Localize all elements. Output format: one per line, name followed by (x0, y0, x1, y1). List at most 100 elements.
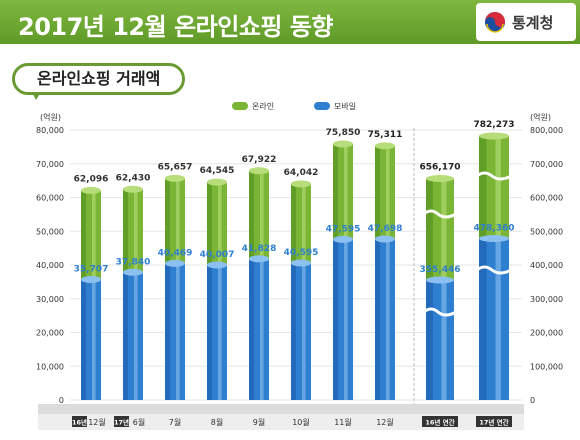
x-tick-label: 12월 (88, 417, 106, 427)
y-right-tick-label: 700,000 (530, 160, 563, 169)
x-tick-label: 10월 (292, 417, 310, 427)
online-bar-cap (333, 140, 353, 148)
mobile-bar-cap (291, 259, 311, 267)
mobile-bar-shade (249, 258, 254, 400)
legend-label: 모바일 (334, 101, 356, 111)
mobile-bar-highlight (218, 264, 222, 400)
x-year-tag (476, 416, 512, 427)
title-main: 온라인쇼핑 동향 (174, 13, 333, 41)
axis-label-band (38, 414, 524, 430)
legend: 온라인 모바일 (232, 101, 356, 111)
mobile-bar-shade (479, 238, 487, 400)
x-year-tag-label: 16년 (72, 418, 87, 427)
mobile-value-label: 35,707 (74, 264, 109, 274)
mobile-bar (375, 235, 395, 400)
online-value-label: 75,850 (326, 128, 361, 138)
y-right-tick-label: 0 (530, 396, 535, 405)
mobile-value-label: 40,469 (158, 248, 193, 258)
mobile-bar-highlight (495, 238, 501, 400)
online-value-label: 782,273 (474, 120, 515, 130)
online-bar-cap (375, 142, 395, 150)
mobile-bar-cap (333, 235, 353, 243)
page-title: 2017년 12월 온라인쇼핑 동향 (18, 7, 333, 42)
mobile-value-label: 40,595 (284, 248, 319, 258)
mobile-bar-cap (207, 261, 227, 269)
taegeuk-emblem-icon (485, 12, 505, 33)
online-value-label: 64,042 (284, 168, 319, 178)
mobile-bar (207, 261, 227, 400)
x-tick-label: 7월 (169, 417, 181, 427)
mobile-value-label: 47,595 (326, 224, 361, 234)
header-banner: 2017년 12월 온라인쇼핑 동향 통계청 (0, 0, 580, 44)
mobile-bar-highlight (441, 280, 447, 400)
y-tick-label: 10,000 (36, 362, 64, 371)
online-value-label: 67,922 (242, 155, 277, 165)
mobile-bar-highlight (134, 272, 138, 400)
bar-group: 62,096 35,707 62,430 37,840 65,657 40,469 64,5… (74, 120, 515, 401)
online-bar-cap (123, 185, 143, 193)
mobile-bar-shade (207, 264, 212, 400)
online-value-label: 656,170 (420, 163, 461, 173)
y-tick-label: 40,000 (36, 261, 64, 270)
x-year-tag-label: 16년 연간 (425, 418, 454, 427)
axis-break-mark (476, 265, 512, 275)
mobile-bar (249, 255, 269, 400)
mobile-bar-highlight (302, 262, 306, 400)
mobile-bar (333, 235, 353, 400)
mobile-bar-shade (375, 239, 380, 400)
left-axis: 0 10,000 20,000 30,000 40,000 50,000 60,000 70,… (36, 112, 64, 405)
mobile-bar-cap (375, 235, 395, 243)
mobile-bar (81, 275, 101, 400)
mobile-value-label: 478,360 (474, 224, 515, 234)
y-right-tick-label: 600,000 (530, 194, 563, 203)
mobile-bar-shade (426, 280, 433, 400)
axis-break-mark (476, 171, 512, 181)
online-value-label: 64,545 (200, 166, 235, 176)
online-value-label: 65,657 (158, 162, 193, 172)
y-right-tick-label: 800,000 (530, 126, 563, 135)
mobile-value-label: 47,698 (368, 224, 403, 234)
legend-swatch (314, 102, 330, 110)
y-right-tick-label: 200,000 (530, 329, 563, 338)
mobile-bar-highlight (344, 239, 348, 400)
x-tick-label: 6월 (133, 417, 145, 427)
x-tick-label: 8월 (211, 417, 223, 427)
agency-name: 통계청 (512, 14, 554, 32)
mobile-bar-cap (165, 259, 185, 267)
mobile-bar (165, 259, 185, 400)
online-bar-cap (479, 132, 509, 140)
y-right-tick-label: 400,000 (530, 261, 563, 270)
mobile-bar-shade (165, 263, 170, 400)
x-year-tag-label: 17년 (114, 418, 129, 427)
y-axis-label: (억원) (40, 112, 61, 122)
mobile-value-label: 355,446 (420, 265, 461, 275)
online-value-label: 62,096 (74, 174, 109, 184)
x-axis: 16년 12월 17년 6월 7월 8월 9월 10월 11월 12월 16년 연간 17년 연간 (38, 404, 524, 430)
y-tick-label: 80,000 (36, 126, 64, 135)
mobile-bar-shade (123, 272, 128, 400)
y-tick-label: 70,000 (36, 160, 64, 169)
mobile-bar (123, 268, 143, 400)
mobile-bar (291, 259, 311, 400)
axis-break-mark (423, 209, 457, 219)
y-tick-label: 50,000 (36, 227, 64, 236)
online-bar-cap (207, 178, 227, 186)
online-bar-cap (291, 180, 311, 188)
y-right-tick-label: 100,000 (530, 362, 563, 371)
axis-base-band (38, 404, 524, 414)
x-year-tag-label: 17년 연간 (479, 418, 508, 427)
title-date: 2017년 12월 (18, 13, 175, 41)
mobile-bar-shade (81, 279, 86, 400)
x-year-tag (114, 416, 129, 427)
y-tick-label: 60,000 (36, 194, 64, 203)
y-tick-label: 30,000 (36, 295, 64, 304)
mobile-bar-shade (291, 262, 296, 400)
mobile-value-label: 40,007 (200, 250, 235, 260)
mobile-bar-cap (81, 275, 101, 283)
y-right-tick-label: 300,000 (530, 295, 563, 304)
x-year-tag (422, 416, 458, 427)
mobile-bar-highlight (260, 258, 264, 400)
y-tick-label: 20,000 (36, 329, 64, 338)
